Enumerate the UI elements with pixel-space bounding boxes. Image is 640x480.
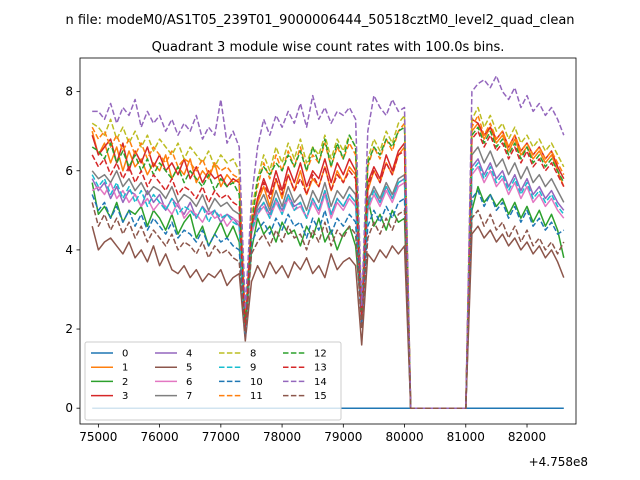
legend-label-12: 12 <box>314 349 327 360</box>
x-tick-label: 77000 <box>202 430 240 444</box>
y-tick-label: 2 <box>65 322 73 336</box>
plot-area: 75000 76000 77000 78000 79000 80000 81000 82000… <box>65 57 588 469</box>
series-line-9 <box>91 162 565 409</box>
legend-label-6: 6 <box>186 377 192 388</box>
chart-title: Quadrant 3 module wise count rates with … <box>152 40 505 55</box>
x-tick-label: 75000 <box>79 430 117 444</box>
legend-label-2: 2 <box>122 377 128 388</box>
series-line-15 <box>91 202 565 409</box>
series-layer <box>91 75 565 409</box>
y-tick-label: 6 <box>65 164 73 178</box>
series-line-3 <box>91 118 565 409</box>
y-tick-label: 4 <box>65 243 73 257</box>
legend-label-5: 5 <box>186 363 192 374</box>
legend-label-3: 3 <box>122 391 128 402</box>
legend-label-10: 10 <box>250 377 263 388</box>
y-tick-label: 8 <box>65 85 73 99</box>
legend-label-4: 4 <box>186 349 192 360</box>
figure-suptitle: n file: modeM0/AS1T05_239T01_9000006444_… <box>65 13 574 28</box>
legend-label-15: 15 <box>314 391 327 402</box>
x-tick-label: 82000 <box>508 430 546 444</box>
legend-label-11: 11 <box>250 391 263 402</box>
legend-label-13: 13 <box>314 363 327 374</box>
series-line-13 <box>91 130 565 409</box>
y-axis: 0 2 4 6 8 <box>65 85 80 415</box>
x-tick-label: 78000 <box>263 430 301 444</box>
series-line-12 <box>91 126 565 409</box>
x-tick-label: 76000 <box>141 430 179 444</box>
series-line-10 <box>91 189 565 409</box>
x-tick-label: 80000 <box>385 430 423 444</box>
legend-label-8: 8 <box>250 349 256 360</box>
legend-label-0: 0 <box>122 349 128 360</box>
series-line-14 <box>92 75 565 409</box>
series-line-5 <box>91 225 565 409</box>
legend-label-7: 7 <box>186 391 192 402</box>
legend-label-14: 14 <box>314 377 327 388</box>
series-line-11 <box>91 114 565 409</box>
y-tick-label: 0 <box>65 401 73 415</box>
legend-label-9: 9 <box>250 363 256 374</box>
x-axis-offset-label: +4.758e8 <box>529 455 588 469</box>
legend-label-1: 1 <box>122 363 128 374</box>
x-tick-label: 81000 <box>447 430 485 444</box>
x-axis: 75000 76000 77000 78000 79000 80000 81000 82000 <box>79 424 546 444</box>
x-tick-label: 79000 <box>324 430 362 444</box>
legend-frame <box>84 341 342 421</box>
axes-frame <box>79 57 577 425</box>
series-line-6 <box>91 166 565 409</box>
series-line-7 <box>91 146 565 409</box>
